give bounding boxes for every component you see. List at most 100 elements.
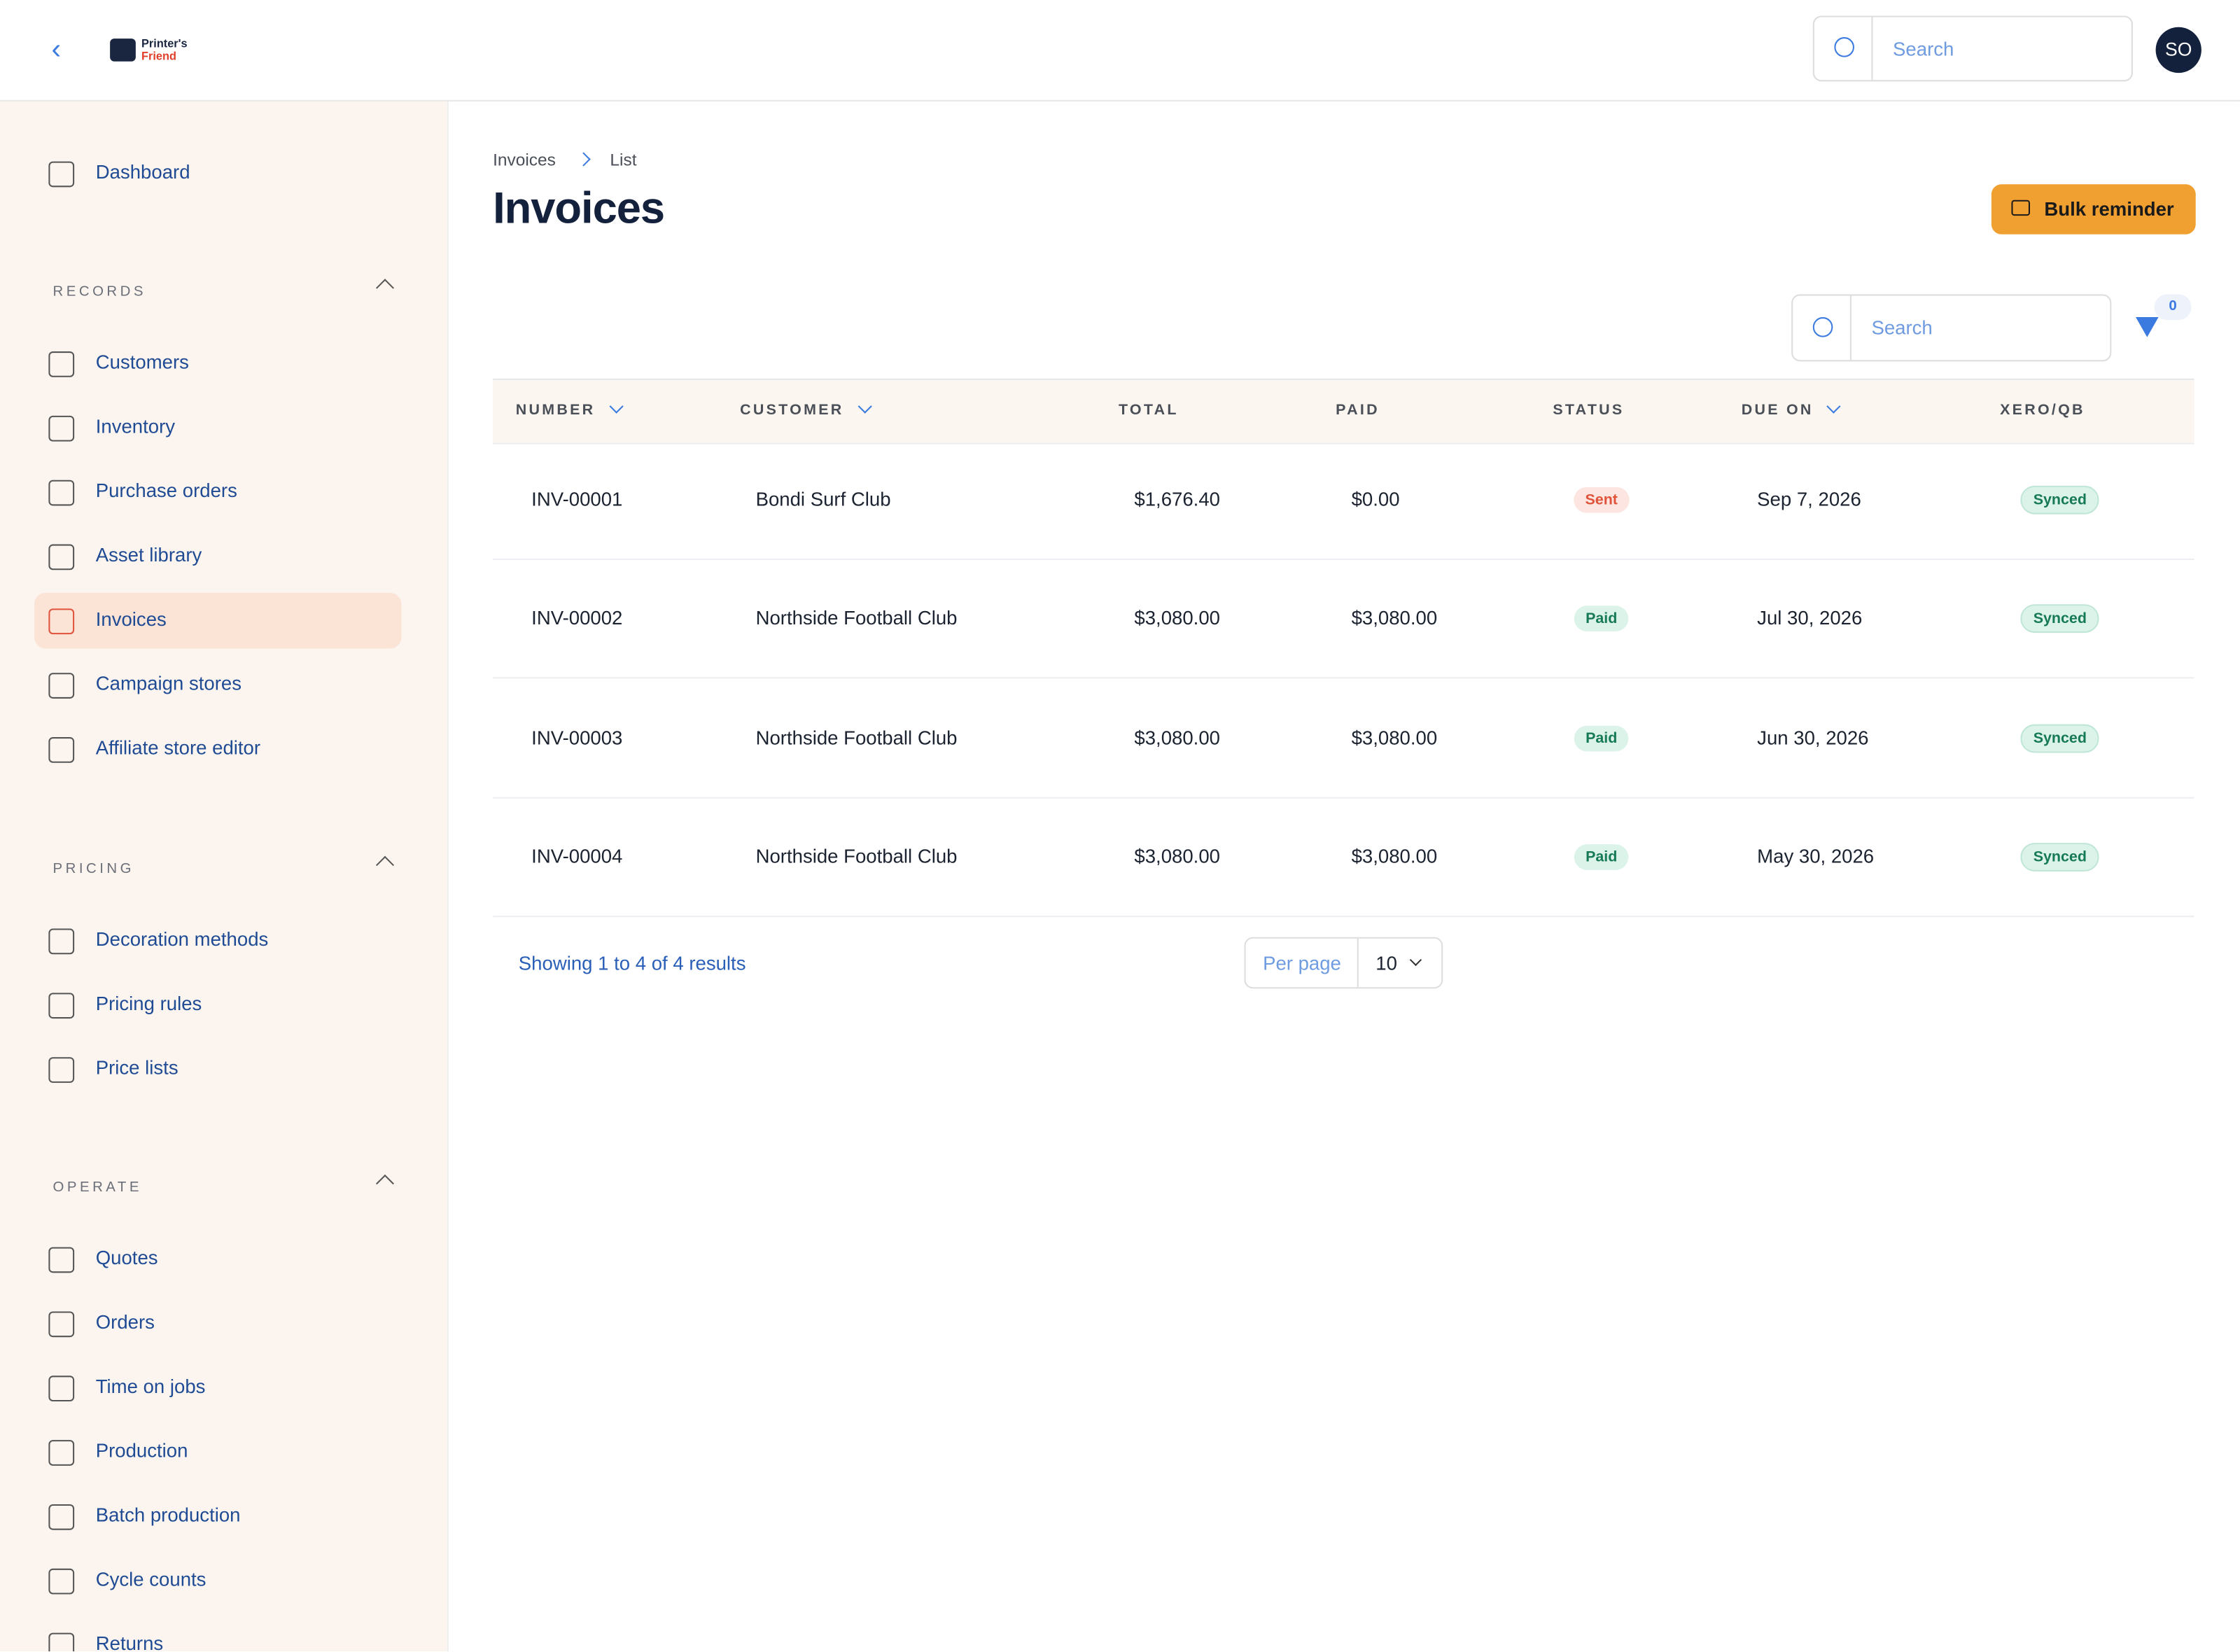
nav-label: Price lists	[95, 1057, 178, 1079]
nav-icon	[48, 415, 75, 442]
status-pill: Synced	[2020, 604, 2100, 634]
table-cell: $3,080.00	[1351, 726, 1438, 748]
nav-label: Orders	[95, 1311, 155, 1334]
nav-label: Quotes	[95, 1247, 158, 1269]
divider	[1357, 938, 1359, 988]
nav-label: Production	[95, 1440, 188, 1462]
nav-icon	[48, 1376, 75, 1402]
search-icon	[1834, 37, 1854, 57]
nav-icon	[48, 1311, 75, 1338]
nav-item[interactable]: Cycle counts	[34, 1553, 401, 1609]
breadcrumb: List	[610, 150, 637, 170]
table-cell: Jun 30, 2026	[1757, 726, 1869, 748]
table-cell: Northside Football Club	[755, 607, 958, 629]
section-toggle[interactable]	[376, 279, 394, 298]
nav-item[interactable]: Asset library	[34, 528, 401, 584]
status-pill: Paid	[1574, 844, 1629, 870]
nav-item[interactable]: Pricing rules	[34, 977, 401, 1033]
per-page-label: Per page	[1263, 953, 1341, 974]
nav-icon	[48, 1568, 75, 1595]
nav-icon	[48, 479, 75, 506]
nav-label: Cycle counts	[95, 1568, 206, 1590]
column-header: STATUS	[1553, 401, 1625, 419]
avatar[interactable]: SO	[2155, 27, 2202, 74]
nav-item[interactable]: Campaign stores	[34, 657, 401, 713]
nav-label: Pricing rules	[95, 993, 202, 1014]
nav-icon	[48, 161, 75, 188]
filter-count: 0	[2154, 294, 2192, 321]
nav-item[interactable]: Invoices	[34, 592, 402, 649]
section-title: OPERATE	[52, 1180, 142, 1196]
topbar: ‹ Printer's Friend Search SO	[0, 0, 2240, 102]
nav-item[interactable]: Quotes	[34, 1231, 401, 1287]
nav-item[interactable]: Decoration methods	[34, 913, 401, 969]
nav-icon	[48, 928, 75, 955]
column-header[interactable]: DUE ON	[1741, 401, 1814, 419]
back-button[interactable]: ‹	[51, 34, 62, 66]
table-cell: $3,080.00	[1351, 607, 1438, 629]
nav-icon	[48, 1504, 75, 1530]
table-cell[interactable]: INV-00002	[531, 607, 623, 629]
breadcrumb[interactable]: Invoices	[493, 150, 556, 170]
table-cell: Northside Football Club	[755, 845, 958, 867]
table-cell: $3,080.00	[1351, 845, 1438, 867]
nav-label: Affiliate store editor	[95, 737, 261, 759]
nav-icon	[48, 993, 75, 1019]
nav-icon	[48, 1057, 75, 1083]
nav-label: Customers	[95, 351, 189, 373]
nav-item[interactable]: Affiliate store editor	[34, 722, 401, 778]
status-pill: Paid	[1574, 606, 1629, 632]
nav-label: Returns	[95, 1632, 164, 1652]
table-cell: May 30, 2026	[1757, 845, 1875, 867]
column-header: PAID	[1336, 401, 1380, 419]
column-header[interactable]: CUSTOMER	[740, 401, 844, 419]
table-search[interactable]: Search	[1791, 294, 2112, 362]
table-cell[interactable]: INV-00004	[531, 845, 623, 867]
table-cell: $3,080.00	[1134, 726, 1220, 748]
table-row	[493, 677, 2194, 679]
status-pill: Sent	[1574, 486, 1630, 513]
table-header	[493, 378, 2194, 444]
table-cell: Northside Football Club	[755, 726, 958, 748]
section-toggle[interactable]	[376, 855, 394, 874]
status-pill: Synced	[2020, 842, 2100, 872]
breadcrumb-sep	[576, 152, 591, 167]
nav-item[interactable]: Customers	[34, 336, 401, 392]
nav-icon	[48, 351, 75, 377]
search-icon	[1812, 317, 1833, 337]
table-cell[interactable]: INV-00003	[531, 726, 623, 748]
nav-item[interactable]: Price lists	[34, 1042, 401, 1098]
section-title: PRICING	[52, 861, 134, 878]
nav-icon	[48, 1247, 75, 1273]
nav-icon	[48, 737, 75, 763]
section-toggle[interactable]	[376, 1174, 394, 1193]
status-pill: Synced	[2020, 485, 2100, 514]
page-title: Invoices	[493, 183, 665, 233]
per-page-value: 10	[1376, 953, 1397, 974]
column-header[interactable]: NUMBER	[515, 401, 596, 419]
search-placeholder: Search	[1871, 317, 1933, 339]
search-box[interactable]: Search	[1812, 15, 2133, 82]
nav-icon	[48, 1440, 75, 1466]
table-row	[493, 558, 2194, 560]
per-page[interactable]: Per page 10	[1244, 937, 1443, 989]
nav-item[interactable]: Inventory	[34, 400, 401, 456]
table-cell: $0.00	[1351, 488, 1400, 510]
nav-item[interactable]: Purchase orders	[34, 464, 401, 520]
nav-item[interactable]: Orders	[34, 1296, 401, 1352]
nav-label: Purchase orders	[95, 479, 237, 502]
nav-item[interactable]: Time on jobs	[34, 1360, 401, 1416]
filter-icon[interactable]	[2135, 317, 2159, 337]
nav-item[interactable]: Batch production	[34, 1489, 401, 1545]
results-summary: Showing 1 to 4 of 4 results	[518, 953, 746, 974]
nav-item[interactable]: Returns	[34, 1617, 401, 1652]
table-cell[interactable]: INV-00001	[531, 488, 623, 510]
main: Invoices List Invoices Bulk reminder Search 0…	[449, 102, 2240, 1651]
bulk-reminder-button[interactable]: Bulk reminder	[1991, 184, 2196, 234]
nav-item[interactable]: Dashboard	[34, 146, 401, 202]
logo: Printer's Friend	[141, 37, 188, 63]
nav-item[interactable]: Production	[34, 1424, 401, 1480]
search-placeholder: Search	[1893, 38, 1954, 60]
nav-icon	[48, 673, 75, 699]
